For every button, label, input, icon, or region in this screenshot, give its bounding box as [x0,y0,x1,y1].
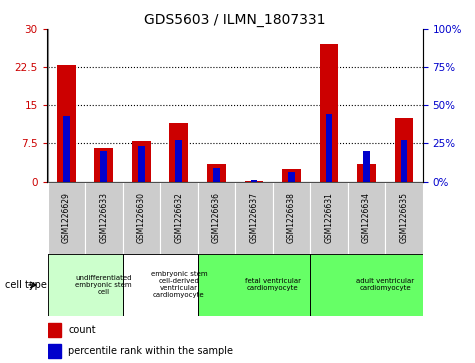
Bar [207,164,226,182]
Bar [282,169,301,182]
Bar [170,123,188,182]
Bar [198,182,235,254]
Bar [48,344,61,358]
Bar [48,323,61,337]
Bar [57,65,76,182]
Bar [48,182,85,254]
Text: GSM1226630: GSM1226630 [137,192,146,243]
Bar [85,182,123,254]
Text: GSM1226629: GSM1226629 [62,192,71,243]
Bar [288,172,295,182]
Title: GDS5603 / ILMN_1807331: GDS5603 / ILMN_1807331 [144,13,326,26]
Text: cell type: cell type [5,280,47,290]
Bar [385,182,423,254]
Text: GSM1226633: GSM1226633 [99,192,108,243]
Text: GSM1226634: GSM1226634 [362,192,371,243]
Bar [63,116,70,182]
Bar [175,140,182,182]
Bar [235,182,273,254]
Text: GSM1226636: GSM1226636 [212,192,221,243]
Text: embryonic stem
cell-derived
ventricular
cardiomyocyte: embryonic stem cell-derived ventricular … [151,272,207,298]
Bar [100,151,107,182]
Bar [132,141,151,182]
Text: GSM1226635: GSM1226635 [399,192,408,243]
Text: GSM1226631: GSM1226631 [324,192,333,243]
Text: adult ventricular
cardiomyocyte: adult ventricular cardiomyocyte [356,278,414,291]
Bar [48,254,123,316]
Text: percentile rank within the sample: percentile rank within the sample [68,346,233,356]
Bar [400,140,408,182]
Bar [138,146,145,182]
Bar [123,254,198,316]
Bar [357,164,376,182]
Bar [160,182,198,254]
Bar [363,151,370,182]
Text: fetal ventricular
cardiomyocyte: fetal ventricular cardiomyocyte [245,278,301,291]
Bar [250,180,257,182]
Bar [198,254,310,316]
Text: undifferentiated
embryonic stem
cell: undifferentiated embryonic stem cell [76,275,132,295]
Bar [310,254,423,316]
Bar [325,114,332,182]
Text: GSM1226637: GSM1226637 [249,192,258,243]
Text: GSM1226632: GSM1226632 [174,192,183,243]
Bar [213,168,220,182]
Bar [320,44,338,182]
Text: GSM1226638: GSM1226638 [287,192,296,243]
Bar [348,182,385,254]
Bar [273,182,310,254]
Bar [395,118,413,182]
Bar [310,182,348,254]
Text: count: count [68,325,96,335]
Bar [95,148,113,182]
Bar [123,182,160,254]
